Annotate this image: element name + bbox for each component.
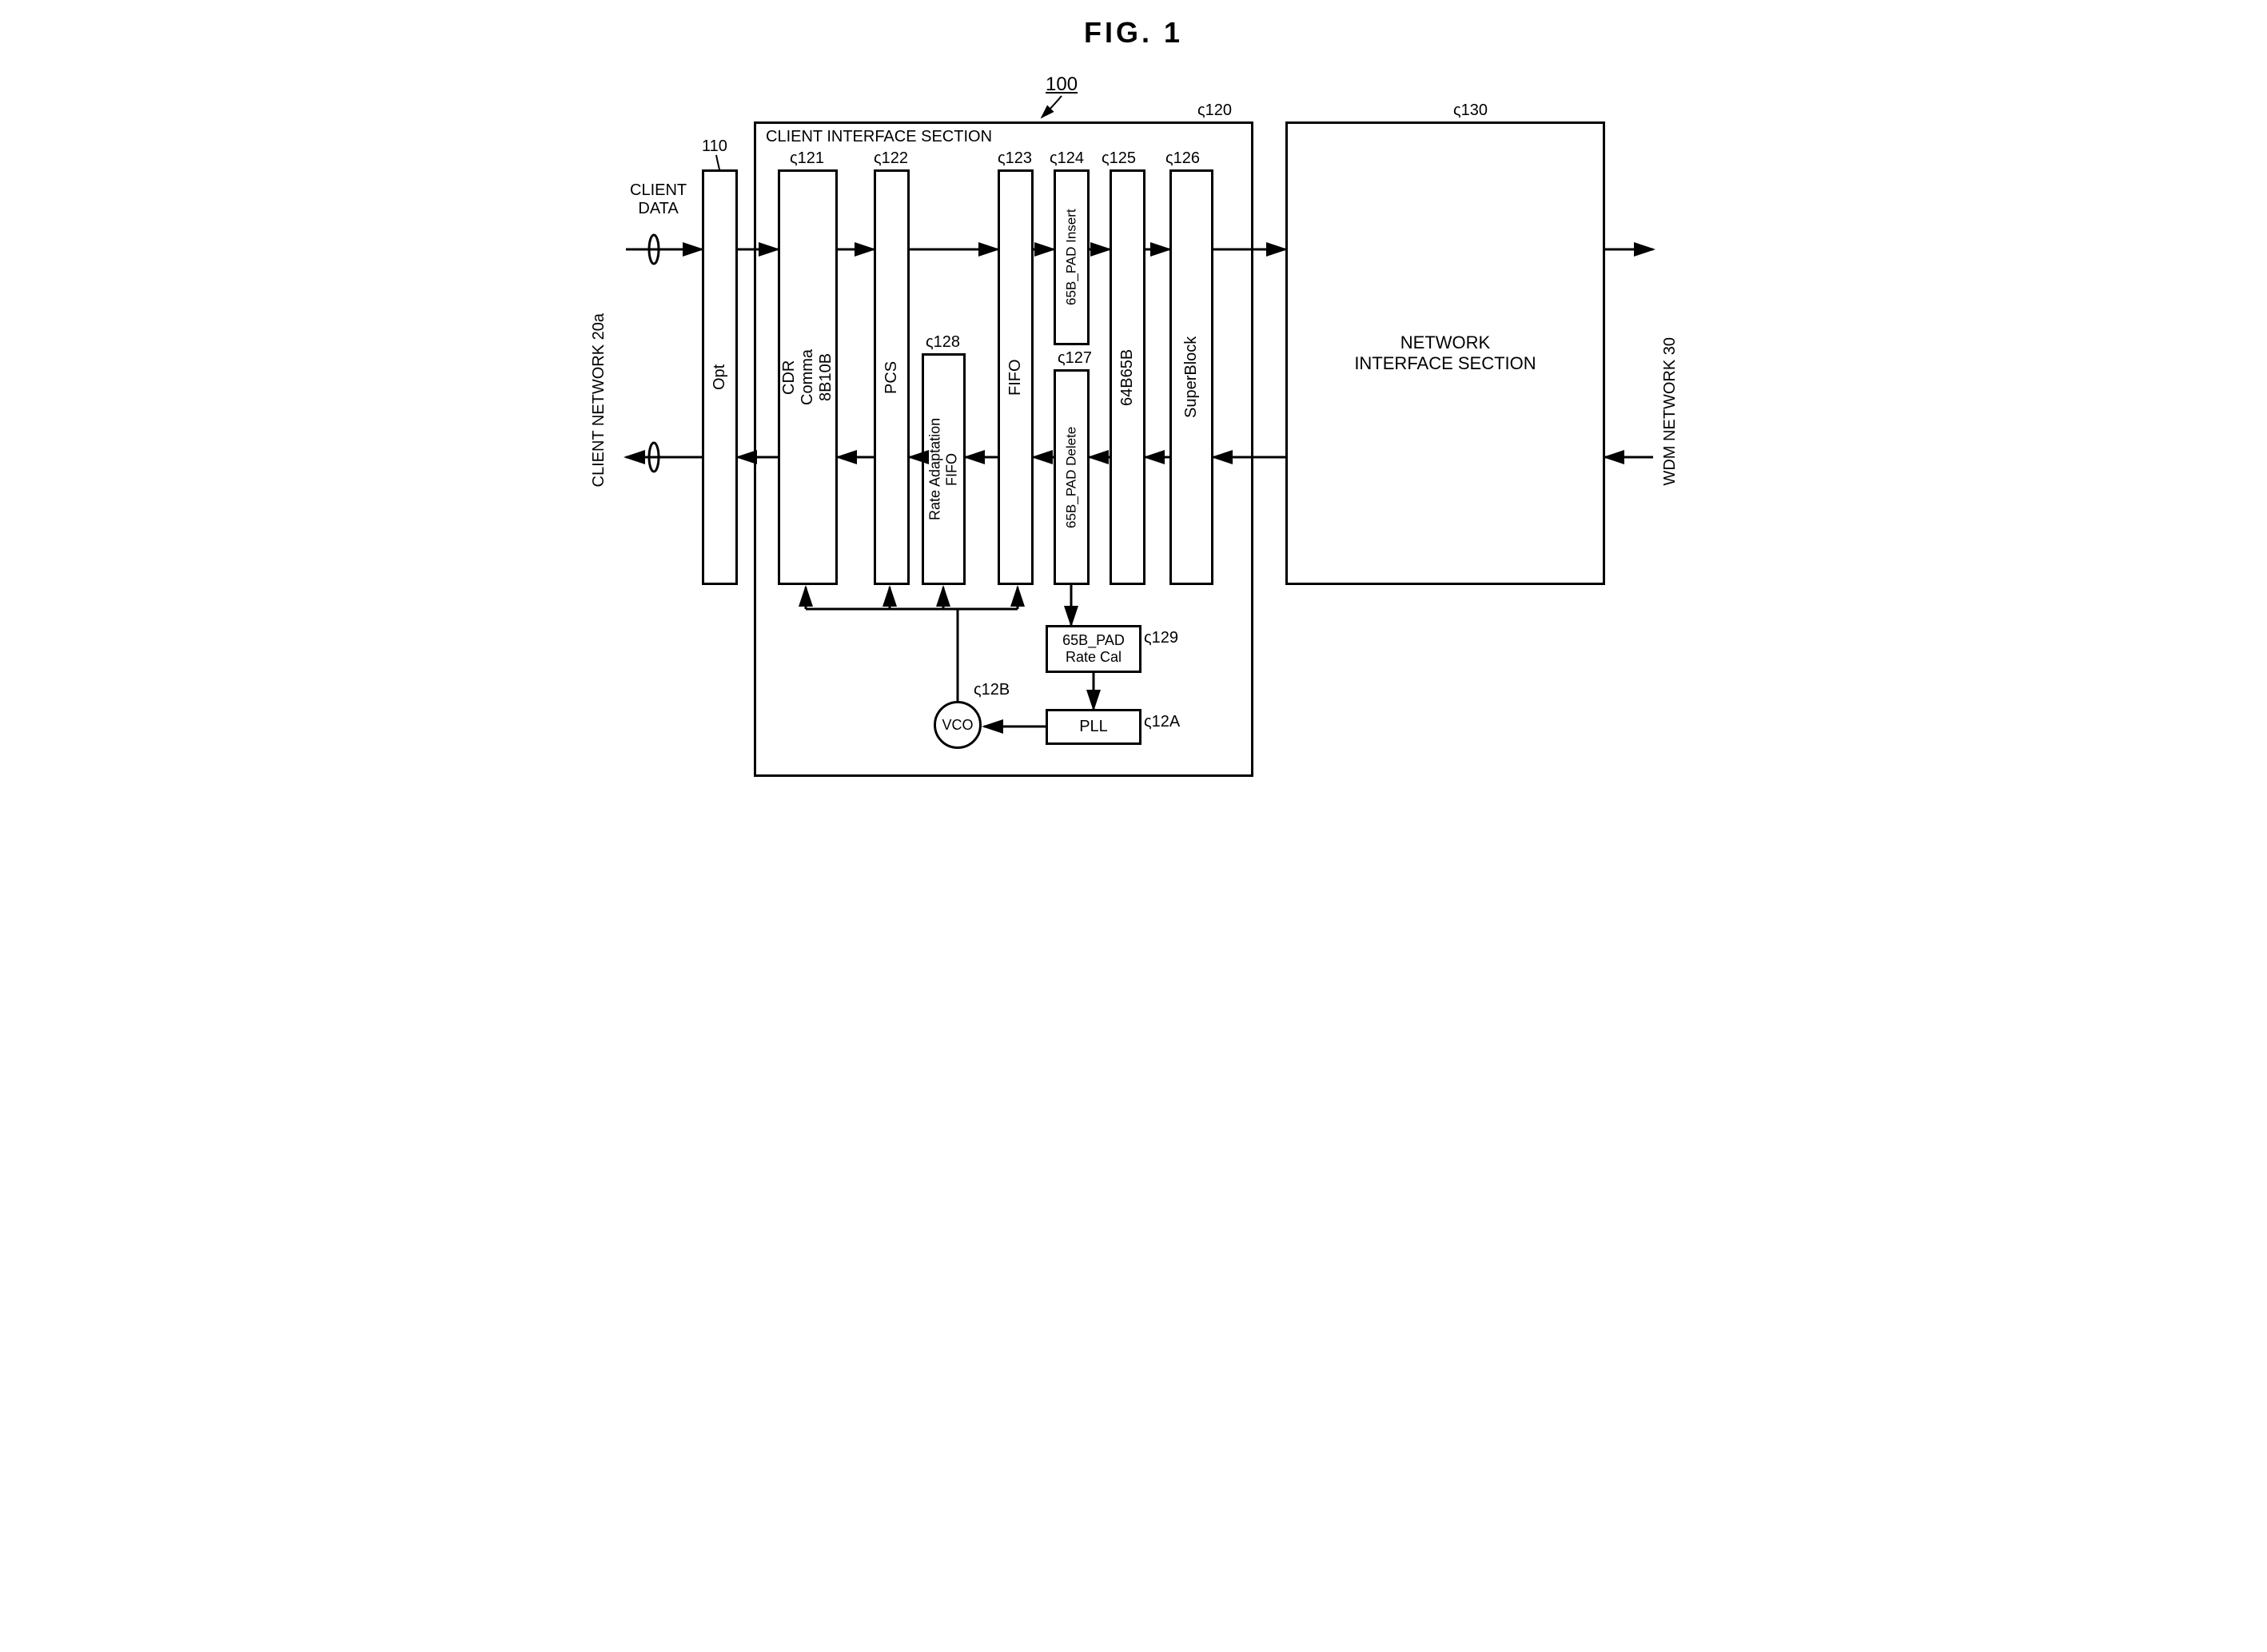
rate-adapt-block: Rate Adaptation FIFO bbox=[922, 353, 966, 585]
ref-12a: ς12A bbox=[1144, 713, 1180, 731]
ref-128: ς128 bbox=[926, 333, 960, 352]
diagram-container: 100 CLIENT NETWORK 20a WDM NETWORK 30 CL… bbox=[582, 74, 1685, 793]
b64b65b-label: 64B65B bbox=[1112, 172, 1143, 583]
cdr-label: CDR Comma 8B10B bbox=[780, 172, 835, 583]
pll-block: PLL bbox=[1046, 709, 1141, 745]
ref-130: ς130 bbox=[1453, 102, 1488, 120]
network-interface-label: NETWORK INTERFACE SECTION bbox=[1288, 124, 1603, 583]
fifo-block: FIFO bbox=[998, 169, 1034, 585]
ref-127: ς127 bbox=[1058, 349, 1092, 368]
ref-12b: ς12B bbox=[974, 681, 1010, 699]
opt-label: Opt bbox=[704, 172, 735, 583]
pad-insert-block: 65B_PAD Insert bbox=[1054, 169, 1090, 345]
ref-110: 110 bbox=[702, 137, 727, 156]
client-network-label: CLIENT NETWORK 20a bbox=[590, 313, 608, 487]
figure-title: FIG. 1 bbox=[16, 16, 2251, 50]
pll-label: PLL bbox=[1048, 711, 1139, 742]
vco-block: VCO bbox=[934, 701, 982, 749]
rate-cal-label: 65B_PAD Rate Cal bbox=[1048, 627, 1139, 671]
pad-delete-block: 65B_PAD Delete bbox=[1054, 369, 1090, 585]
ref-126: ς126 bbox=[1165, 149, 1200, 168]
wdm-network-label: WDM NETWORK 30 bbox=[1661, 337, 1679, 486]
ref-123: ς123 bbox=[998, 149, 1032, 168]
pad-insert-label: 65B_PAD Insert bbox=[1056, 172, 1087, 343]
client-interface-title: CLIENT INTERFACE SECTION bbox=[766, 128, 992, 146]
fifo-label: FIFO bbox=[1000, 172, 1031, 583]
ref-129: ς129 bbox=[1144, 629, 1178, 647]
network-interface-section: NETWORK INTERFACE SECTION bbox=[1285, 121, 1605, 585]
pcs-block: PCS bbox=[874, 169, 910, 585]
ref-125: ς125 bbox=[1102, 149, 1136, 168]
superblock-label: SuperBlock bbox=[1172, 172, 1211, 583]
pad-delete-label: 65B_PAD Delete bbox=[1056, 372, 1087, 583]
ref-121: ς121 bbox=[790, 149, 824, 168]
superblock-block: SuperBlock bbox=[1169, 169, 1213, 585]
vco-label: VCO bbox=[942, 717, 973, 734]
ref-120: ς120 bbox=[1197, 102, 1232, 120]
ref-100: 100 bbox=[1046, 74, 1078, 96]
ref-122: ς122 bbox=[874, 149, 908, 168]
client-data-label: CLIENT DATA bbox=[630, 181, 687, 218]
rate-cal-block: 65B_PAD Rate Cal bbox=[1046, 625, 1141, 673]
pcs-label: PCS bbox=[876, 172, 907, 583]
opt-block: Opt bbox=[702, 169, 738, 585]
cdr-block: CDR Comma 8B10B bbox=[778, 169, 838, 585]
ref-124: ς124 bbox=[1050, 149, 1084, 168]
rate-adapt-label: Rate Adaptation FIFO bbox=[924, 356, 963, 583]
b64b65b-block: 64B65B bbox=[1110, 169, 1145, 585]
